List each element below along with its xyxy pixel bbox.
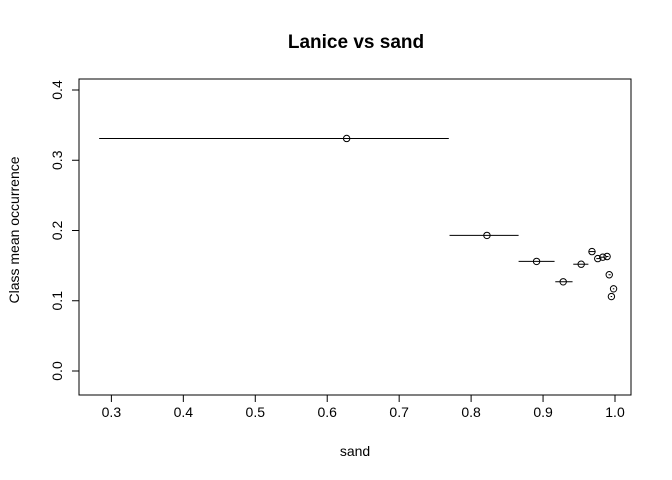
data-point	[609, 285, 618, 293]
data-point	[599, 253, 607, 261]
data-point	[559, 278, 567, 286]
y-axis: 0.0 0.1 0.2 0.3 0.4	[49, 80, 80, 381]
y-tick-label: 0.2	[49, 221, 65, 241]
data-point	[342, 134, 351, 143]
y-tick-label: 0.3	[49, 150, 65, 170]
y-tick-label: 0.0	[49, 361, 65, 381]
y-axis-label: Class mean occurrence	[6, 156, 22, 303]
data-point	[594, 254, 602, 263]
x-tick-label: 1.0	[605, 404, 625, 420]
data-point	[588, 247, 596, 256]
x-tick-label: 0.6	[317, 404, 337, 420]
chart-title: Lanice vs sand	[288, 32, 424, 53]
data-point	[483, 231, 491, 240]
x-axis: 0.3 0.4 0.5 0.6 0.7 0.8 0.9 1.0	[102, 394, 625, 420]
x-tick-label: 0.8	[461, 404, 481, 420]
x-tick-label: 0.9	[533, 404, 553, 420]
x-tick-label: 0.5	[246, 404, 266, 420]
x-tick-label: 0.4	[174, 404, 194, 420]
data-point	[605, 271, 613, 279]
data-marks	[99, 134, 618, 301]
data-point	[577, 260, 585, 268]
x-tick-label: 0.3	[102, 404, 122, 420]
data-point	[603, 252, 611, 261]
x-tick-label: 0.7	[389, 404, 409, 420]
data-point	[532, 257, 541, 266]
plot-frame	[78, 78, 632, 396]
data-point	[607, 292, 616, 301]
y-tick-label: 0.4	[49, 80, 65, 100]
y-tick-label: 0.1	[49, 291, 65, 311]
x-axis-label: sand	[340, 443, 370, 459]
